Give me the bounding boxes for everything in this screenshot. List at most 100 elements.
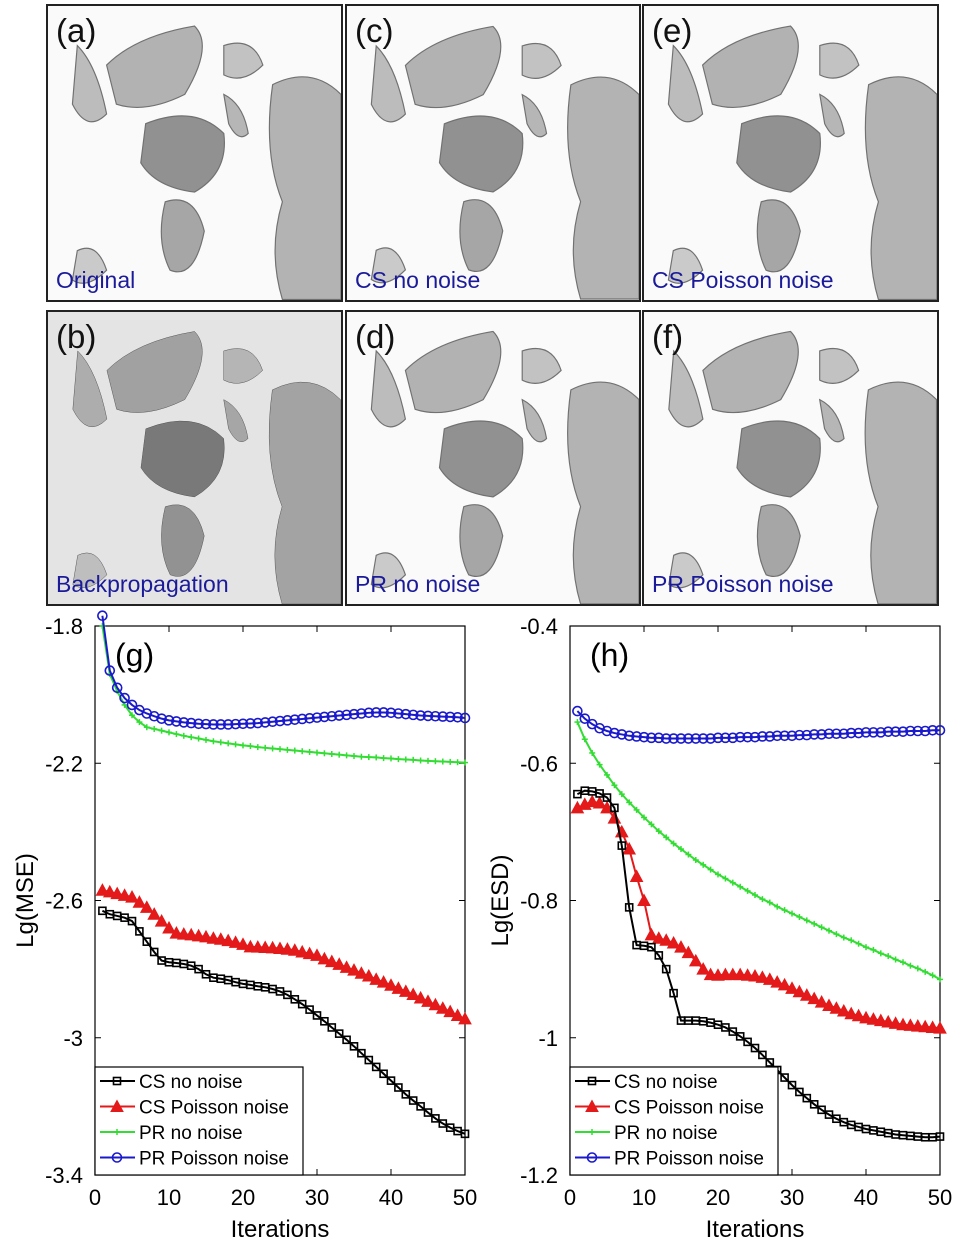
data-point-square [787, 1080, 797, 1090]
data-point-square [327, 1023, 337, 1032]
data-point-circle [459, 712, 471, 724]
data-point-triangle [859, 1010, 873, 1024]
data-point-circle [259, 717, 271, 728]
data-point-triangle [829, 1001, 844, 1014]
y-tick-label: -3 [63, 1026, 83, 1051]
data-point-circle [623, 730, 635, 742]
data-point-square [817, 1105, 826, 1115]
data-point-triangle [139, 900, 154, 913]
data-point-triangle [236, 937, 250, 950]
x-tick-label: 40 [379, 1185, 403, 1210]
data-point-square [342, 1035, 351, 1045]
data-point-triangle [376, 975, 391, 988]
cell-shape [268, 381, 341, 604]
cell-shape [459, 199, 504, 272]
y-tick-label: -3.4 [45, 1163, 83, 1188]
data-point-circle [890, 726, 901, 737]
data-point-square [610, 803, 619, 813]
data-point-circle [378, 707, 389, 718]
data-point-triangle [384, 978, 398, 991]
data-point-square [617, 841, 627, 850]
data-point-triangle [110, 1099, 124, 1112]
image-panel-e: (e) CS Poisson noise [642, 4, 939, 302]
data-point-circle [646, 732, 657, 744]
cell-shape [818, 398, 845, 443]
data-point-triangle [421, 994, 435, 1007]
data-point-triangle [792, 984, 807, 998]
data-point-circle [905, 725, 916, 737]
legend-label: CS no noise [614, 1072, 718, 1093]
data-point-circle [853, 727, 864, 739]
data-point-circle [393, 708, 404, 719]
data-point-circle [912, 725, 924, 737]
cell-shape [160, 199, 205, 273]
cell-shape [668, 349, 704, 428]
cell-shape [268, 76, 341, 300]
data-point-circle [385, 707, 397, 719]
cell-shape [521, 398, 548, 443]
data-point-triangle [696, 962, 711, 975]
chart-h-esd: 0 10 20 30 40 50 -0.4 -0.6 -0.8 -1 -1.2 Iterations L… [487, 614, 952, 1240]
data-point-triangle [881, 1014, 896, 1028]
data-point-triangle [354, 966, 369, 979]
data-point-circle [705, 733, 716, 744]
data-point-square [357, 1048, 366, 1058]
data-point-square [735, 1032, 745, 1041]
data-point-square [320, 1016, 329, 1026]
panel-label: (e) [652, 12, 693, 49]
data-point-circle [609, 727, 620, 739]
data-point-triangle [147, 907, 162, 920]
x-tick-label: 50 [928, 1185, 952, 1210]
cell-shape [106, 331, 203, 413]
cell-shape [702, 330, 799, 414]
data-point-triangle [637, 893, 651, 906]
image-panel-f: (f) PR Poisson noise [642, 310, 939, 606]
data-point-square [647, 942, 656, 952]
data-point-square [149, 947, 159, 957]
data-point-square [654, 951, 664, 960]
data-point-triangle [814, 995, 829, 1008]
x-tick-label: 10 [157, 1185, 181, 1210]
data-point-triangle [681, 945, 696, 959]
data-point-circle [727, 732, 739, 744]
data-point-circle [823, 728, 835, 740]
y-tick-label: -1 [538, 1026, 558, 1051]
x-tick-label: 10 [632, 1185, 656, 1210]
data-point-circle [616, 729, 628, 740]
cell-shape [667, 44, 704, 123]
data-point-circle [200, 718, 212, 730]
data-point-triangle [770, 975, 785, 988]
x-axis-label: Iterations [231, 1216, 330, 1240]
data-point-square [935, 1132, 945, 1141]
data-point-circle [801, 729, 813, 741]
panel-label: (b) [56, 318, 97, 355]
cell-shape [819, 347, 860, 384]
data-point-triangle [836, 1003, 851, 1017]
data-point-circle [356, 708, 367, 719]
data-point-triangle [799, 988, 814, 1001]
data-point-circle [237, 718, 249, 730]
data-point-circle [875, 727, 887, 738]
legend-label: CS Poisson noise [614, 1098, 764, 1119]
data-point-triangle [110, 886, 125, 900]
data-point-square [602, 793, 612, 802]
y-tick-label: -2.6 [45, 889, 83, 914]
data-point-square [809, 1100, 819, 1109]
data-point-circle [882, 726, 894, 737]
cell-shape [71, 247, 108, 284]
data-point-square [135, 927, 144, 936]
data-point-circle [111, 1152, 123, 1163]
data-point-triangle [347, 963, 361, 976]
micrograph-image [370, 25, 639, 300]
data-point-circle [868, 727, 879, 738]
data-point-square [112, 1076, 122, 1086]
data-point-circle [601, 725, 613, 737]
cell-shape [736, 115, 821, 193]
data-point-circle [111, 682, 123, 694]
cell-shape [819, 93, 845, 138]
data-point-circle [208, 719, 219, 730]
data-point-triangle [162, 920, 176, 934]
data-point-triangle [888, 1016, 903, 1029]
data-point-triangle [585, 1099, 599, 1112]
chart-panel-label: (h) [590, 637, 629, 673]
